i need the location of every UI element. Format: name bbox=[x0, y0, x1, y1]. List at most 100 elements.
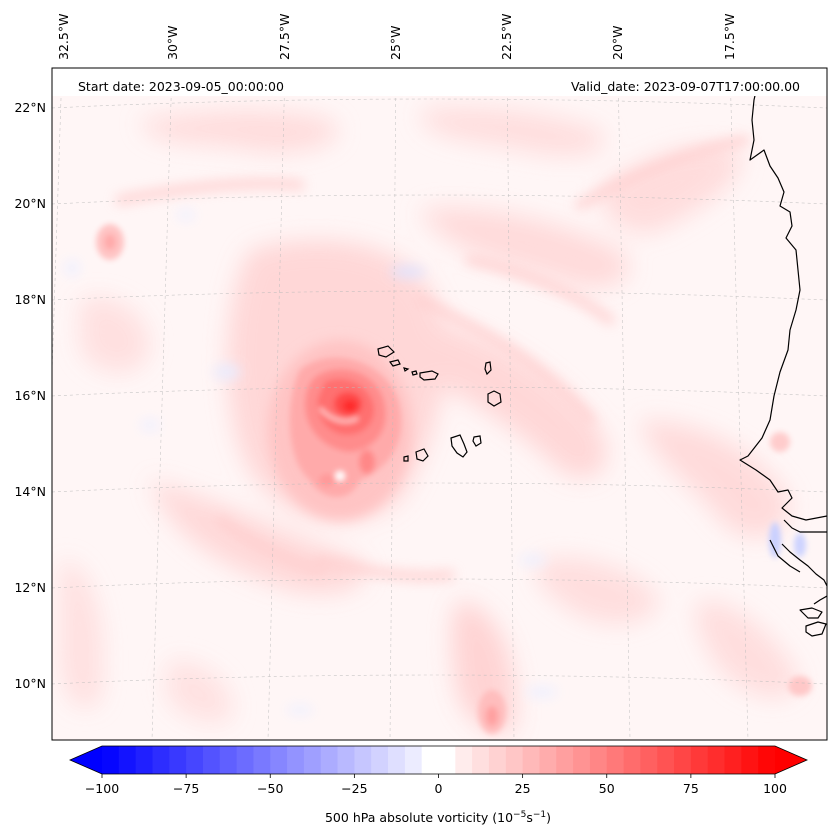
colorbar-bin bbox=[505, 746, 524, 774]
colorbar-bin bbox=[371, 746, 389, 774]
island-brava bbox=[403, 455, 409, 462]
lat-label-12n: 12°N bbox=[14, 580, 46, 595]
colorbar-bin bbox=[623, 746, 641, 774]
meridian-27-5w bbox=[267, 68, 286, 740]
valid-date-label: Valid_date: 2023-09-07T17:00:00.00 bbox=[571, 79, 800, 94]
island-boa-vista bbox=[487, 390, 502, 407]
colorbar-bin bbox=[674, 746, 692, 774]
colorbar-bin bbox=[152, 746, 170, 774]
latitude-labels: 22°N 20°N 18°N 16°N 14°N 12°N 10°N bbox=[14, 100, 46, 691]
colorbar-title: 500 hPa absolute vorticity (10−5s−1) bbox=[325, 810, 551, 825]
gridlines bbox=[52, 68, 827, 740]
colorbar-bin bbox=[287, 746, 305, 774]
lat-label-20n: 20°N bbox=[14, 196, 46, 211]
colorbar-bin bbox=[135, 746, 154, 774]
map-panel: Start date: 2023-09-05_00:00:00 Valid_da… bbox=[52, 68, 827, 740]
colorbar-bin bbox=[303, 746, 322, 774]
lat-label-18n: 18°N bbox=[14, 292, 46, 307]
island-maio bbox=[472, 435, 482, 447]
map-frame bbox=[51, 67, 828, 741]
colorbar-bin bbox=[320, 746, 339, 774]
lon-label-20w: 20°W bbox=[610, 25, 625, 60]
colorbar-bin bbox=[337, 746, 355, 774]
colorbar-bin bbox=[118, 746, 137, 774]
colorbar-bin bbox=[219, 746, 238, 774]
island-sao-nicolau bbox=[419, 370, 439, 381]
lat-label-16n: 16°N bbox=[14, 388, 46, 403]
longitude-labels: 32.5°W 30°W 27.5°W 25°W 22.5°W 20°W 17.5… bbox=[56, 14, 737, 60]
island-sal bbox=[484, 361, 492, 376]
parallel-16n bbox=[52, 386, 827, 397]
colorbar-bin bbox=[236, 746, 255, 774]
colorbar-bin bbox=[270, 746, 288, 774]
colorbar-tick-label: 50 bbox=[599, 781, 615, 796]
lat-label-14n: 14°N bbox=[14, 484, 46, 499]
parallel-20n bbox=[52, 194, 827, 205]
colorbar: −100 −75 −50 −25 0 25 50 75 100 500 hPa absolute… bbox=[69, 745, 808, 825]
parallel-18n bbox=[52, 290, 827, 301]
header-band bbox=[52, 68, 827, 96]
colorbar-bin bbox=[438, 746, 456, 774]
lat-label-22n: 22°N bbox=[14, 100, 46, 115]
parallel-10n bbox=[52, 674, 827, 685]
meridian-17-5w bbox=[729, 68, 749, 740]
parallel-22n bbox=[52, 98, 827, 109]
colorbar-bin bbox=[589, 746, 608, 774]
colorbar-bin bbox=[253, 746, 271, 774]
colorbar-bin bbox=[169, 746, 187, 774]
parallel-12n bbox=[52, 578, 827, 589]
vorticity-field bbox=[60, 106, 812, 734]
lon-label-30w: 30°W bbox=[165, 25, 180, 60]
colorbar-tick-label: −50 bbox=[257, 781, 283, 796]
african-coastline bbox=[739, 68, 827, 637]
colorbar-tick-label: −25 bbox=[341, 781, 367, 796]
colorbar-bin bbox=[640, 746, 658, 774]
colorbar-bin bbox=[472, 746, 490, 774]
colorbar-bin bbox=[657, 746, 675, 774]
colorbar-bin bbox=[707, 746, 726, 774]
lat-label-10n: 10°N bbox=[14, 676, 46, 691]
colorbar-tick-label: 100 bbox=[763, 781, 787, 796]
colorbar-tick-label: 25 bbox=[515, 781, 531, 796]
lon-label-22-5w: 22.5°W bbox=[499, 14, 514, 60]
colorbar-bin bbox=[556, 746, 574, 774]
colorbar-tick-label: −100 bbox=[85, 781, 119, 796]
colorbar-bin bbox=[606, 746, 625, 774]
island-islet bbox=[411, 370, 418, 376]
island-santo-antao bbox=[377, 345, 395, 358]
meridian-25w bbox=[389, 68, 397, 740]
island-fogo bbox=[415, 448, 429, 462]
colorbar-bin bbox=[404, 746, 423, 774]
colorbar-bin bbox=[186, 746, 204, 774]
colorbar-bin bbox=[690, 746, 709, 774]
cyclone-vortex bbox=[268, 340, 412, 520]
lon-label-17-5w: 17.5°W bbox=[722, 14, 737, 60]
island-santiago bbox=[450, 434, 468, 458]
meridian-30w bbox=[151, 68, 173, 740]
colorbar-tick-label: −75 bbox=[173, 781, 199, 796]
colorbar-bin bbox=[741, 746, 759, 774]
colorbar-bin bbox=[102, 746, 120, 774]
colorbar-bins bbox=[102, 746, 776, 774]
colorbar-bin bbox=[724, 746, 742, 774]
parallel-14n bbox=[52, 482, 827, 493]
colorbar-bin bbox=[539, 746, 557, 774]
colorbar-extend-high bbox=[775, 746, 807, 774]
start-date-label: Start date: 2023-09-05_00:00:00 bbox=[78, 79, 284, 94]
colorbar-tick-label: 75 bbox=[683, 781, 699, 796]
colorbar-bin bbox=[573, 746, 591, 774]
lon-label-27-5w: 27.5°W bbox=[277, 14, 292, 60]
colorbar-bin bbox=[354, 746, 372, 774]
colorbar-tick-label: 0 bbox=[435, 781, 443, 796]
colorbar-bin bbox=[488, 746, 507, 774]
meridian-20w bbox=[617, 68, 631, 740]
colorbar-bin bbox=[758, 746, 776, 774]
island-sao-vicente bbox=[388, 359, 401, 367]
colorbar-ticks: −100 −75 −50 −25 0 25 50 75 100 bbox=[85, 774, 787, 796]
colorbar-bin bbox=[388, 746, 406, 774]
colorbar-bin bbox=[522, 746, 541, 774]
lon-label-32-5w: 32.5°W bbox=[56, 14, 71, 60]
colorbar-bin bbox=[421, 746, 440, 774]
lon-label-25w: 25°W bbox=[388, 25, 403, 60]
